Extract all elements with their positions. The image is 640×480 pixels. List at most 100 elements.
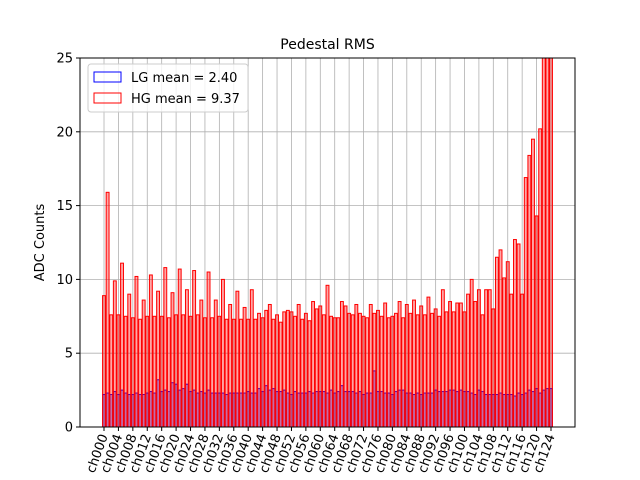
bar <box>264 309 269 427</box>
bar <box>476 289 481 427</box>
legend-swatch <box>93 92 122 104</box>
bar <box>174 314 179 427</box>
bar <box>484 289 489 427</box>
bar <box>513 239 517 427</box>
bar <box>404 303 409 427</box>
bar <box>437 315 442 427</box>
bar <box>498 249 503 427</box>
bar <box>491 308 496 427</box>
bar <box>314 308 319 427</box>
bar <box>300 318 305 427</box>
bar <box>120 262 124 427</box>
bar <box>253 318 258 427</box>
bar <box>372 312 377 427</box>
bar <box>386 317 391 427</box>
bar <box>293 315 297 427</box>
y-tick-label: 10 <box>56 273 73 288</box>
bar <box>531 138 535 427</box>
bar <box>195 314 200 427</box>
bar <box>430 312 434 427</box>
bar <box>534 215 539 427</box>
bar <box>473 301 478 427</box>
bar <box>390 315 395 427</box>
bar <box>419 305 424 427</box>
bar <box>116 314 121 427</box>
bar <box>469 278 474 427</box>
bar <box>401 317 406 427</box>
bar <box>192 270 197 427</box>
bar <box>480 314 485 427</box>
bar <box>239 318 243 427</box>
bar <box>415 314 420 427</box>
bar <box>347 312 352 427</box>
bar <box>246 318 251 427</box>
bar <box>408 312 413 427</box>
y-tick-label: 15 <box>56 199 73 214</box>
bar <box>448 301 453 427</box>
bar <box>228 303 233 427</box>
bar <box>458 302 463 427</box>
bar <box>109 314 114 427</box>
y-tick-label: 0 <box>65 421 73 436</box>
bar <box>379 315 384 427</box>
bar <box>487 289 492 427</box>
bar <box>130 317 135 427</box>
bar <box>343 305 348 427</box>
bar <box>267 303 272 427</box>
bar <box>502 277 507 427</box>
bar <box>494 256 499 427</box>
plot-frame <box>79 57 576 428</box>
bar <box>520 293 525 427</box>
legend: LG mean = 2.40 HG mean = 9.37 <box>87 63 249 113</box>
bar <box>332 317 337 427</box>
bar <box>376 309 380 427</box>
bar <box>318 305 323 427</box>
bar <box>455 302 460 427</box>
bar <box>275 314 279 427</box>
bar <box>397 301 402 427</box>
bar <box>285 309 290 427</box>
bar <box>210 317 215 427</box>
bar <box>188 315 193 427</box>
bar <box>394 312 398 427</box>
bar <box>325 284 330 427</box>
legend-swatch <box>93 71 122 83</box>
bar <box>184 289 189 427</box>
bar <box>271 318 276 427</box>
bar <box>433 308 438 427</box>
bar <box>505 261 510 427</box>
bar <box>383 302 388 427</box>
bar <box>141 299 146 427</box>
y-tick-label: 25 <box>56 52 73 67</box>
bar <box>163 267 168 427</box>
bar <box>444 311 449 427</box>
bar <box>289 311 294 427</box>
bar <box>422 314 427 427</box>
bar <box>282 311 287 427</box>
bar <box>321 314 326 427</box>
y-tick-label: 5 <box>65 347 73 362</box>
bar <box>296 303 301 427</box>
bar <box>181 314 186 427</box>
bar <box>365 317 370 427</box>
bar <box>102 295 106 427</box>
bar <box>339 301 344 427</box>
bar <box>523 177 528 427</box>
bar <box>170 292 175 427</box>
bar <box>127 293 132 427</box>
bar <box>549 58 553 427</box>
bar <box>138 318 142 427</box>
bar <box>177 268 182 427</box>
y-tick-label: 20 <box>56 125 73 140</box>
bar <box>538 128 543 427</box>
legend-label: LG mean = 2.40 <box>131 71 237 86</box>
bar <box>202 317 207 427</box>
bar <box>148 274 153 427</box>
bar <box>199 299 204 427</box>
bar <box>516 243 521 427</box>
bar <box>217 315 222 427</box>
bar <box>231 318 236 427</box>
bar <box>462 311 467 427</box>
bar <box>166 317 171 427</box>
bar <box>257 312 261 427</box>
